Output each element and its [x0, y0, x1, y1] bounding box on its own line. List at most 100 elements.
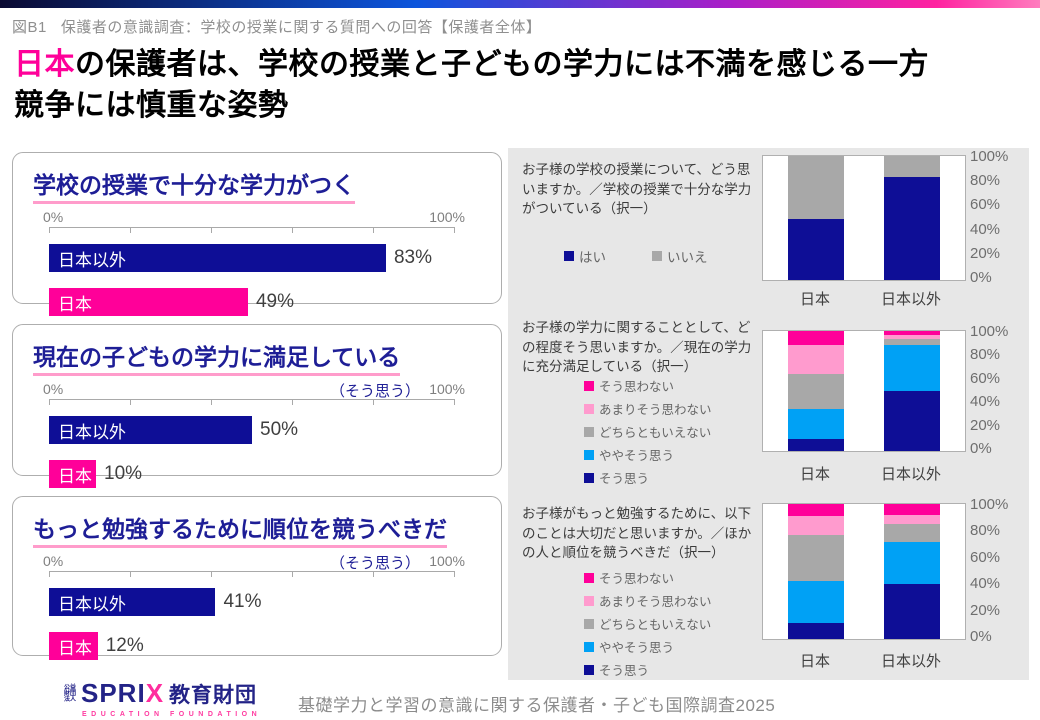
chart-title: 現在の子どもの学力に満足している — [33, 338, 401, 376]
legend-label: あまりそう思わない — [599, 403, 712, 417]
y-tick-label: 20% — [970, 601, 1001, 619]
y-tick-label: 60% — [970, 548, 1001, 566]
axis-note: （そう思う） — [329, 555, 420, 572]
y-tick-label: 60% — [970, 369, 1001, 387]
stack-segment — [788, 622, 844, 639]
stack-segment — [884, 331, 940, 335]
legend-swatch — [584, 472, 594, 483]
bar-label: 日本 — [58, 638, 92, 658]
axis-labels: 0% （そう思う） 100% — [43, 552, 465, 572]
sprix-logo: 公益財団法人 SPRIX 教育財団 EDUCATION FOUNDATION — [64, 678, 261, 718]
legend-label: そう思う — [599, 472, 650, 486]
axis-ticks — [49, 227, 455, 233]
bar-japan: 日本 — [49, 288, 248, 316]
y-tick-label: 20% — [970, 416, 1001, 434]
survey-caption: 基礎学力と学習の意識に関する保護者・子ども国際調査2025 — [298, 696, 776, 715]
legend-swatch — [584, 595, 594, 606]
legend-item: そう思わない — [584, 376, 712, 395]
y-tick-label: 60% — [970, 196, 1001, 214]
stack-segment — [788, 535, 844, 581]
axis-min-label: 0% — [43, 209, 64, 225]
question-text-3: お子様がもっと勉強するために、以下のことは大切だと思いますか。／ほかの人と順位を… — [522, 506, 752, 561]
page-title-highlight: 日本 — [14, 48, 75, 81]
logo-x-glyph: X — [145, 678, 165, 708]
legend-label: はい — [579, 250, 606, 265]
figure-caption: 図B1 保護者の意識調査：学校の授業に関する質問への回答【保護者全体】 — [12, 16, 541, 37]
stack-segment — [884, 583, 940, 639]
legend-label: ややそう思う — [599, 641, 675, 655]
axis-max-label: 100% — [429, 553, 465, 569]
plot-area-3 — [762, 503, 966, 640]
legend-label: そう思う — [599, 664, 650, 678]
y-tick-label: 0% — [970, 627, 992, 645]
axis-max-label: 100% — [429, 381, 465, 397]
y-tick-label: 40% — [970, 393, 1001, 411]
page-title-line2: 競争には慎重な姿勢 — [14, 89, 289, 122]
stack-segment — [788, 504, 844, 517]
legend-item: いいえ — [652, 246, 708, 266]
axis-labels: 0% （そう思う） 100% — [43, 380, 465, 400]
stacked-bar-japan — [788, 156, 844, 280]
stack-segment — [788, 516, 844, 536]
legend-swatch — [584, 380, 594, 391]
legend-label: いいえ — [667, 250, 708, 265]
legend-item: あまりそう思わない — [584, 399, 712, 418]
stack-segment — [788, 408, 844, 439]
legend-swatch — [584, 664, 594, 675]
stack-segment — [788, 438, 844, 451]
bar-japan: 日本 — [49, 632, 98, 660]
stack-segment — [788, 580, 844, 623]
stacked-bar-japan — [788, 331, 844, 451]
logo-subtext: EDUCATION FOUNDATION — [82, 711, 262, 718]
legend-label: ややそう思う — [599, 449, 675, 463]
stack-segment — [884, 524, 940, 542]
stack-segment — [788, 219, 844, 280]
stack-segment — [884, 345, 940, 391]
bar-label: 日本以外 — [58, 594, 126, 614]
bar-row: 日本 10% — [49, 460, 455, 488]
right-panel: お子様の学校の授業について、どう思いますか。／学校の授業で十分な学力がついている… — [508, 148, 1029, 680]
y-tick-label: 100% — [970, 496, 1009, 513]
stack-segment — [884, 514, 940, 525]
legend-item: どちらともいえない — [584, 614, 712, 633]
gradient-ribbon — [0, 0, 1040, 8]
bar-value: 12% — [105, 635, 144, 656]
legend-item: あまりそう思わない — [584, 591, 712, 610]
legend-swatch — [564, 251, 574, 261]
legend-2: そう思わないあまりそう思わないどちらともいえないややそう思う そう思う — [584, 376, 712, 487]
legend-swatch — [584, 641, 594, 652]
y-tick-label: 80% — [970, 346, 1001, 364]
legend-3: そう思わない あまりそう思わない どちらともいえない ややそう思う そう思う — [584, 568, 712, 679]
stack-segment — [884, 504, 940, 515]
bar-nonjapan: 日本以外 — [49, 416, 252, 444]
axis-ticks — [49, 571, 455, 577]
bar-label: 日本 — [58, 466, 92, 486]
axis-ticks — [49, 399, 455, 405]
legend-label: そう思わない — [599, 380, 675, 394]
y-tick-label: 40% — [970, 575, 1001, 593]
logo-japanese-text: 教育財団 — [169, 683, 258, 707]
y-axis-3: 100% 80% 60% 40% 20% 0% — [970, 496, 1034, 645]
bar-row: 日本以外 50% — [49, 416, 455, 444]
bar-value: 50% — [260, 419, 299, 440]
chart-title: もっと勉強するために順位を競うべきだ — [33, 510, 447, 548]
figure-tag: 図B1 — [12, 19, 47, 36]
stack-segment — [788, 374, 844, 409]
bar-value: 83% — [393, 247, 432, 268]
legend-swatch — [584, 618, 594, 629]
panel-satisfaction: 現在の子どもの学力に満足している 0% （そう思う） 100% 日本以外 50%… — [12, 324, 502, 488]
axis-min-label: 0% — [43, 553, 64, 569]
page-title-line1: の保護者は、学校の授業と子どもの学力には不満を感じる一方 — [75, 48, 929, 81]
y-tick-label: 100% — [970, 148, 1009, 165]
legend-label: どちらともいえない — [599, 618, 712, 632]
y-tick-label: 40% — [970, 220, 1001, 238]
question-text-1: お子様の学校の授業について、どう思いますか。／学校の授業で十分な学力がついている… — [522, 162, 752, 217]
legend-item: どちらともいえない — [584, 422, 712, 441]
page-title: 日本の保護者は、学校の授業と子どもの学力には不満を感じる一方 競争には慎重な姿勢 — [14, 44, 929, 126]
stack-segment — [788, 345, 844, 375]
y-tick-label: 20% — [970, 244, 1001, 262]
axis-max-label: 100% — [429, 209, 465, 225]
plot-area-1 — [762, 155, 966, 281]
y-tick-label: 0% — [970, 439, 992, 457]
category-label-nonjapan: 日本以外 — [880, 291, 942, 308]
